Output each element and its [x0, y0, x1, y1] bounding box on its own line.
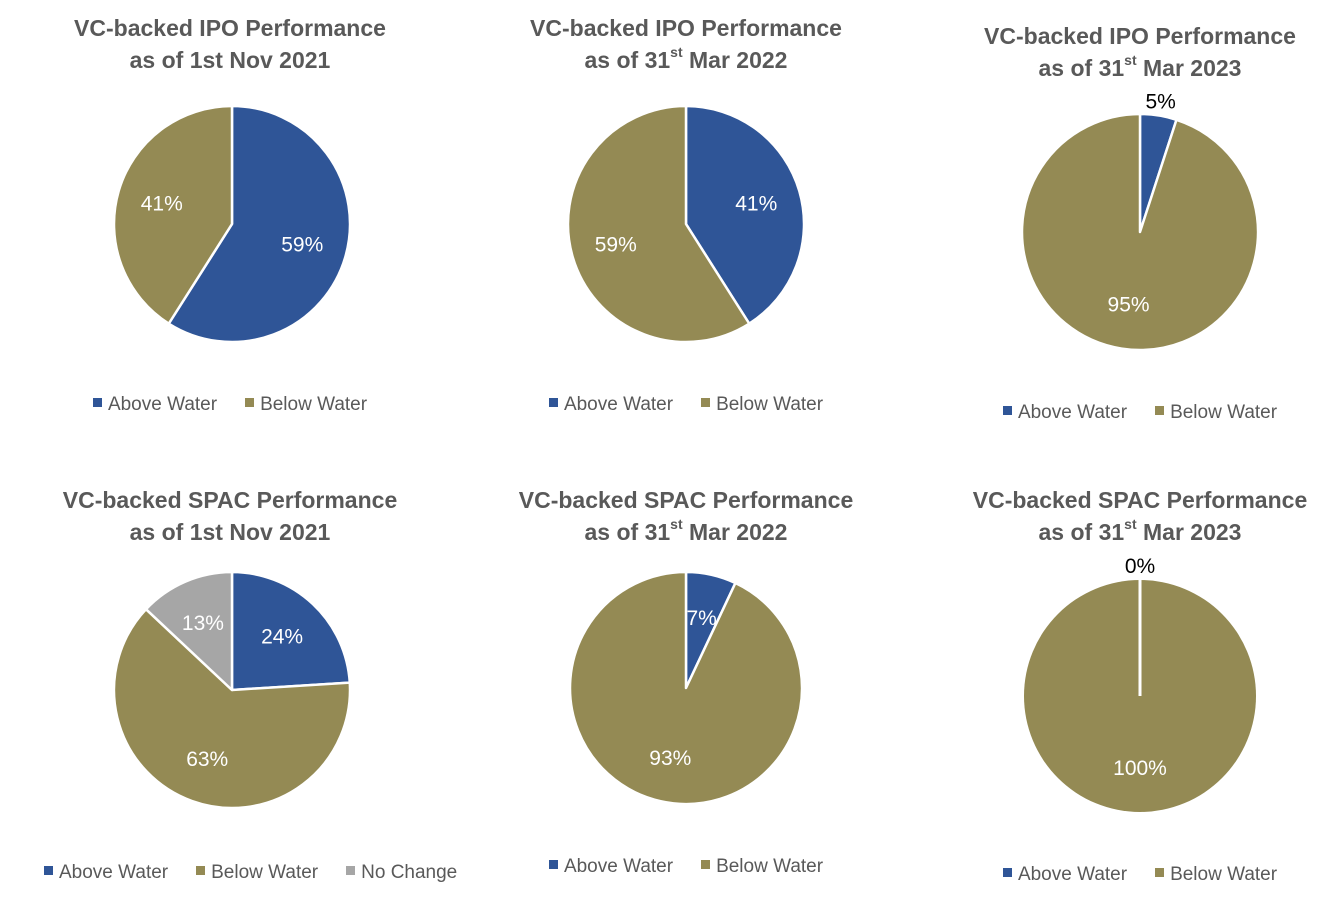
legend-swatch	[1155, 868, 1165, 878]
legend-swatch	[346, 866, 356, 876]
pie-chart: 5% 95%	[1020, 91, 1260, 352]
legend-item-below-water: Below Water	[701, 856, 823, 878]
title-line2: as of 1st Nov 2021	[129, 47, 331, 73]
chart-legend: Above Water Below Water No Change	[30, 862, 457, 884]
legend-label: Below Water	[716, 856, 824, 877]
legend-label: Below Water	[716, 394, 824, 415]
legend-item-no-change: No Change	[346, 862, 457, 884]
legend-label: Above Water	[563, 394, 674, 415]
pie-slice-below-water	[112, 104, 234, 325]
chart-title: VC-backed SPAC Performance as of 31st Ma…	[486, 484, 886, 548]
title-line1: VC-backed SPAC Performance	[518, 487, 854, 513]
title-line2: as of 31st Mar 2022	[584, 44, 788, 73]
data-label-below-water: 100%	[1113, 757, 1167, 780]
data-label-below-water: 63%	[186, 748, 228, 771]
legend-item-above-water: Above Water	[44, 862, 168, 884]
title-line2: as of 1st Nov 2021	[129, 519, 331, 545]
title-line2: as of 31st Mar 2022	[584, 516, 788, 545]
title-line2: as of 31st Mar 2023	[1038, 52, 1242, 81]
legend-label: Below Water	[1170, 864, 1278, 885]
chart-legend: Above Water Below Water	[940, 402, 1318, 424]
chart-title: VC-backed IPO Performance as of 31st Mar…	[486, 12, 886, 76]
legend-swatch	[92, 398, 102, 408]
legend-label: Above Water	[1017, 864, 1128, 885]
data-label-above-water: 24%	[261, 626, 303, 649]
chart-ipo-2022: VC-backed IPO Performance as of 31st Mar…	[486, 12, 886, 432]
legend-item-below-water: Below Water	[701, 394, 823, 416]
legend-swatch	[245, 398, 255, 408]
title-line1: VC-backed SPAC Performance	[972, 487, 1308, 513]
chart-title: VC-backed IPO Performance as of 31st Mar…	[940, 20, 1318, 84]
chart-spac-2022: VC-backed SPAC Performance as of 31st Ma…	[486, 484, 886, 904]
title-line1: VC-backed IPO Performance	[530, 15, 842, 41]
legend-item-below-water: Below Water	[1155, 864, 1277, 886]
legend-item-above-water: Above Water	[1002, 864, 1128, 886]
chart-spac-2021: VC-backed SPAC Performance as of 1st Nov…	[30, 484, 457, 904]
data-label-above-water: 0%	[1125, 555, 1155, 578]
data-label-above-water: 41%	[735, 193, 777, 216]
legend-swatch	[1155, 406, 1165, 416]
chart-ipo-2021: VC-backed IPO Performance as of 1st Nov …	[30, 12, 430, 432]
legend-label: No Change	[361, 862, 458, 883]
legend-swatch	[548, 398, 558, 408]
title-line1: VC-backed IPO Performance	[984, 23, 1296, 49]
data-label-below-water: 95%	[1108, 293, 1150, 316]
chart-title: VC-backed IPO Performance as of 1st Nov …	[30, 12, 430, 76]
legend-swatch	[1002, 406, 1012, 416]
chart-legend: Above Water Below Water	[30, 394, 430, 416]
chart-title: VC-backed SPAC Performance as of 31st Ma…	[940, 484, 1318, 548]
pie-slice-below-water	[112, 607, 352, 810]
legend-swatch	[196, 866, 206, 876]
data-label-below-water: 41%	[141, 193, 183, 216]
legend-item-above-water: Above Water	[548, 394, 674, 416]
data-label-below-water: 93%	[649, 747, 691, 770]
legend-item-above-water: Above Water	[1002, 402, 1128, 424]
legend-item-above-water: Above Water	[92, 394, 218, 416]
legend-label: Below Water	[211, 862, 319, 883]
legend-item-below-water: Below Water	[1155, 402, 1277, 424]
pie-chart: 59% 41%	[112, 104, 352, 344]
legend-swatch	[44, 866, 53, 876]
data-label-no-change: 13%	[182, 612, 224, 635]
chart-legend: Above Water Below Water	[940, 864, 1318, 886]
legend-label: Below Water	[260, 394, 368, 415]
chart-title: VC-backed SPAC Performance as of 1st Nov…	[30, 484, 430, 548]
legend-swatch	[701, 398, 711, 408]
pie-slice-above-water	[230, 570, 352, 692]
data-label-above-water: 7%	[687, 607, 717, 630]
title-line1: VC-backed IPO Performance	[74, 15, 386, 41]
legend-label: Below Water	[1170, 402, 1278, 423]
legend-label: Above Water	[563, 856, 674, 877]
chart-legend: Above Water Below Water	[486, 856, 886, 878]
legend-label: Above Water	[107, 394, 218, 415]
title-line2: as of 31st Mar 2023	[1038, 516, 1242, 545]
legend-label: Above Water	[1017, 402, 1128, 423]
pie-chart: 0% 100%	[1024, 555, 1256, 812]
pie-chart: 41% 59%	[566, 104, 806, 344]
legend-swatch	[701, 860, 711, 870]
pie-slice-below-water	[1020, 112, 1260, 352]
legend-label: Above Water	[59, 862, 169, 883]
chart-legend: Above Water Below Water	[486, 394, 886, 416]
legend-item-above-water: Above Water	[548, 856, 674, 878]
legend-swatch	[548, 860, 558, 870]
title-line1: VC-backed SPAC Performance	[62, 487, 398, 513]
pie-slice-above-water	[167, 104, 352, 344]
chart-spac-2023: VC-backed SPAC Performance as of 31st Ma…	[940, 484, 1318, 904]
chart-ipo-2023: VC-backed IPO Performance as of 31st Mar…	[940, 20, 1318, 440]
pie-slice-below-water	[568, 570, 804, 806]
legend-item-below-water: Below Water	[196, 862, 318, 884]
data-label-above-water: 5%	[1145, 91, 1175, 114]
pie-slice-below-water	[566, 104, 751, 344]
pie-chart: 24% 63% 13%	[112, 570, 352, 810]
legend-swatch	[1002, 868, 1012, 878]
data-label-below-water: 59%	[595, 233, 637, 256]
legend-item-below-water: Below Water	[245, 394, 367, 416]
pie-slice-no-change	[144, 570, 234, 692]
pie-chart: 7% 93%	[568, 570, 804, 806]
data-label-above-water: 59%	[281, 233, 323, 256]
